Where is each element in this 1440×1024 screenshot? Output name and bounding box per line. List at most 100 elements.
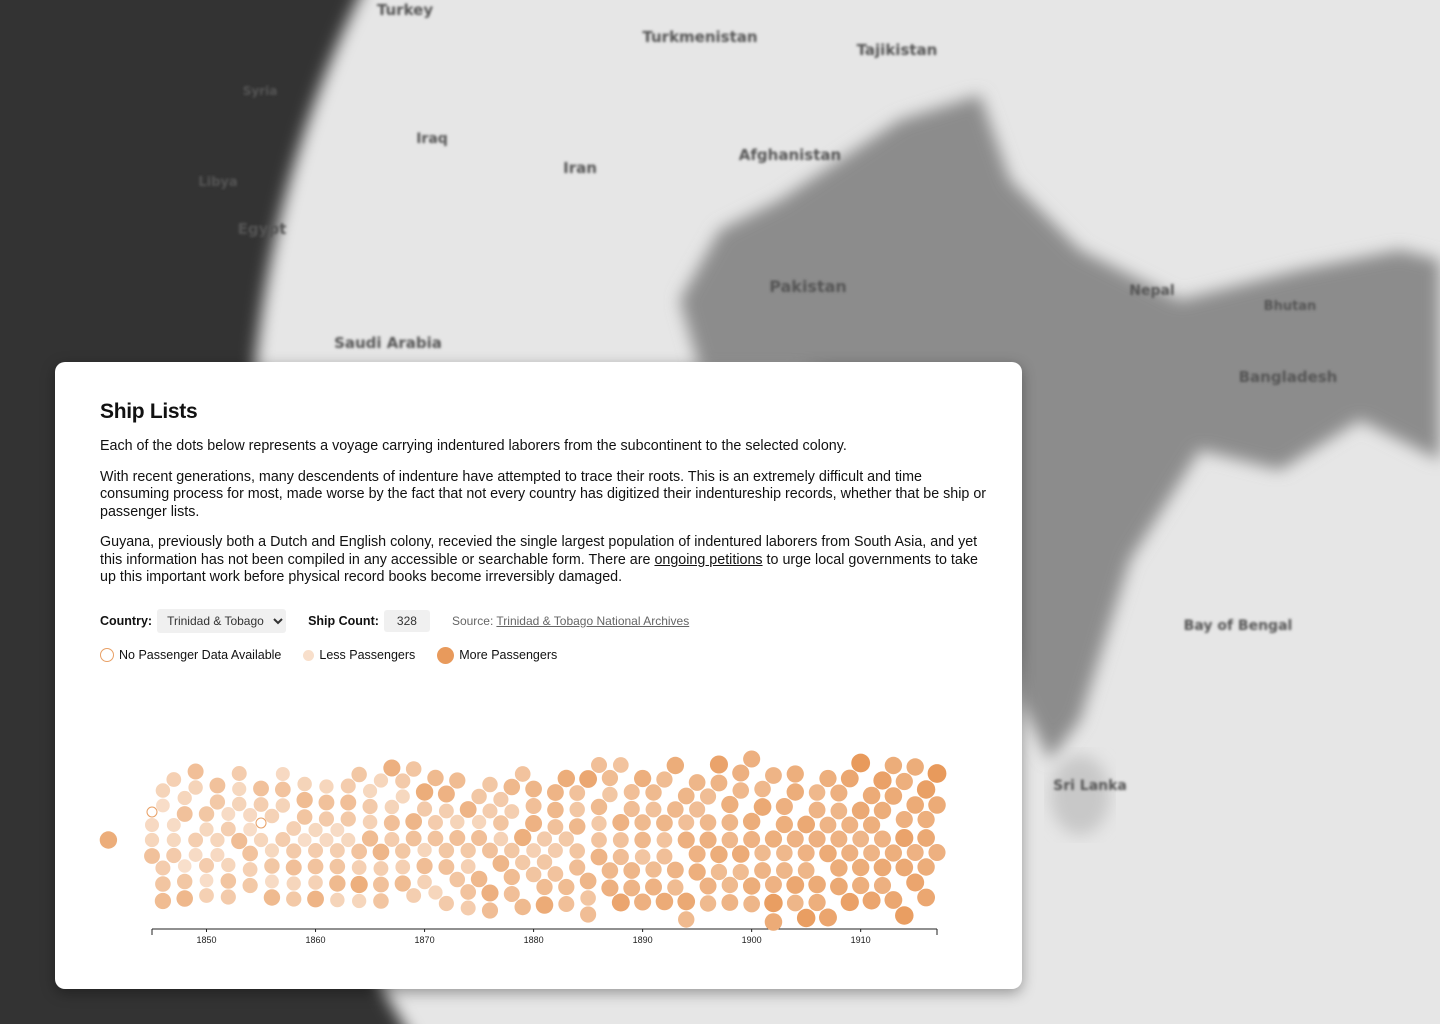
panel-content: Ship Lists Each of the dots below repres… [100,400,990,664]
voyage-dot [155,860,171,876]
voyage-dot [710,863,728,881]
voyage-dot [99,831,118,849]
voyage-dot [819,844,837,863]
voyage-dot [210,847,225,863]
voyage-dot [612,757,629,773]
voyage-dot [906,758,924,776]
south-asia [680,95,1440,760]
voyage-dot [471,814,487,830]
voyage-dot [678,814,695,831]
voyage-dot [330,823,345,837]
voyage-dot [243,822,257,837]
voyage-dot [557,769,576,788]
voyage-dot [830,877,848,896]
voyage-dot [611,893,630,912]
voyage-dot [840,892,859,912]
voyage-dot [558,878,575,896]
voyage-dot [873,858,892,877]
petitions-link[interactable]: ongoing petitions [654,551,763,568]
voyage-dot [830,830,848,848]
voyage-dot [449,772,466,789]
voyage-dot [177,790,192,806]
voyage-dot [862,816,881,834]
voyage-dot [852,876,870,895]
country-select[interactable]: Trinidad & Tobago [157,608,287,633]
voyage-dot [852,830,870,848]
voyage-dot [590,798,608,816]
voyage-dot [776,862,793,879]
voyage-dot [786,894,804,912]
voyage-dot [786,830,804,848]
voyage-dot [721,831,739,849]
voyage-dot [415,783,434,801]
voyage-dot [601,879,619,897]
voyage-dot [493,831,509,847]
ship-count: 328 [383,609,430,632]
voyage-dot [188,848,203,862]
voyage-dot [308,842,324,859]
source-link[interactable]: Trinidad & Tobago National Archives [496,613,690,628]
voyage-dot [796,908,816,928]
x-tick-label: 1890 [633,935,653,945]
voyage-dot [416,857,433,875]
map-label: Bangladesh [1239,368,1338,386]
voyage-dot [808,893,826,912]
voyage-dot [373,893,389,909]
voyage-dot [481,902,499,919]
voyage-dot [601,862,619,879]
voyage-dot [645,801,662,818]
sri-lanka [1050,755,1110,835]
voyage-dot [232,796,247,812]
voyage-dot [503,778,521,796]
voyage-dot [743,750,761,768]
voyage-dot [395,789,410,804]
voyage-dot [742,877,761,895]
voyage-dot [634,893,652,911]
voyage-dot [330,892,345,908]
voyage-dot [514,828,532,847]
voyage-dot [895,772,913,791]
voyage-dot [558,831,574,847]
x-tick-label: 1870 [415,935,435,945]
map-label: Sri Lanka [1053,778,1127,794]
voyage-dot [146,806,158,818]
voyage-dot [286,843,302,859]
voyage-dot [319,779,334,794]
controls: Country: Trinidad & Tobago Ship Count: 3… [100,608,990,633]
voyage-dot [504,804,520,819]
voyage-dot [362,814,378,830]
voyage-dot [285,859,302,876]
voyage-dot [808,784,826,801]
voyage-dot [176,873,193,890]
voyage-dot [634,849,651,865]
voyage-dot [656,848,673,865]
voyage-dot [199,873,214,888]
voyage-dot [188,780,203,795]
voyage-dot [177,859,192,873]
voyage-dot [329,843,345,858]
voyage-dot [351,766,367,783]
x-tick-label: 1880 [524,935,544,945]
voyage-dot [808,830,826,848]
voyage-dot [514,898,531,916]
voyage-dot [895,828,914,848]
voyage-dot [286,876,301,891]
voyage-dot [460,900,476,916]
voyage-dot [199,857,215,874]
map-label: Nepal [1129,283,1174,299]
voyage-dot [166,847,182,864]
voyage-dot [373,861,389,876]
voyage-dot [754,844,771,862]
voyage-dot [634,814,651,831]
map-label: Iran [563,159,597,177]
voyage-dot [286,821,302,836]
voyage-dot [471,788,487,805]
map-label: Tajikistan [857,41,938,59]
map-label: Turkmenistan [642,28,757,46]
voyage-dot [264,843,280,858]
voyage-dot [176,806,193,822]
voyage-dot [569,843,585,859]
voyage-dot [786,765,804,783]
voyage-dot [395,773,411,789]
